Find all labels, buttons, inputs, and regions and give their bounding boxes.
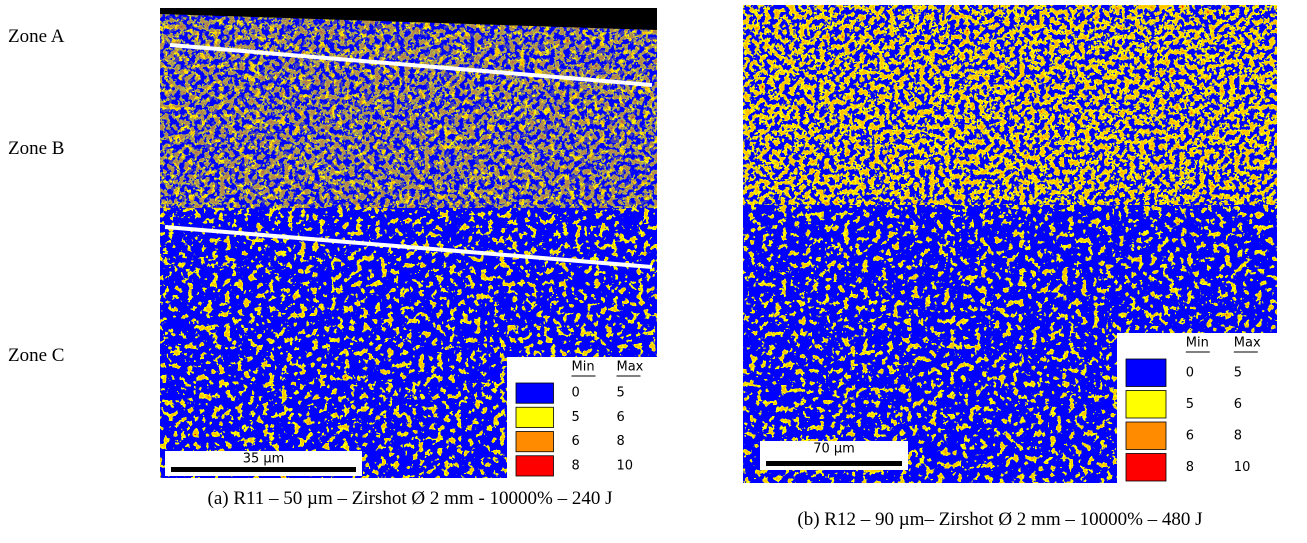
legend-max: 6 bbox=[1234, 397, 1242, 412]
legend-max: 5 bbox=[617, 386, 625, 401]
legend-header: Min bbox=[572, 360, 595, 375]
scale-bar bbox=[171, 467, 356, 472]
legend-max: 10 bbox=[1234, 460, 1251, 475]
legend-min: 6 bbox=[1186, 428, 1194, 443]
legend-swatch bbox=[1125, 390, 1167, 419]
caption: (b) R12 – 90 µm– Zirshot Ø 2 mm – 10000%… bbox=[797, 509, 1203, 530]
scale-bar-label: 70 µm bbox=[813, 442, 855, 457]
legend-swatch bbox=[515, 382, 554, 404]
legend-max: 8 bbox=[617, 434, 625, 449]
legend-swatch bbox=[515, 455, 554, 477]
legend-swatch bbox=[1125, 421, 1167, 450]
legend-max: 10 bbox=[617, 458, 634, 473]
scale-bar-label: 35 µm bbox=[243, 452, 285, 467]
legend-swatch bbox=[515, 406, 554, 428]
legend-min: 8 bbox=[1186, 460, 1194, 475]
zone-line bbox=[169, 43, 653, 87]
legend-min: 5 bbox=[572, 410, 580, 425]
legend-min: 6 bbox=[572, 434, 580, 449]
legend-swatch bbox=[1125, 453, 1167, 482]
zone-label: Zone B bbox=[8, 138, 65, 159]
zone-line bbox=[164, 225, 653, 269]
legend-max: 8 bbox=[1234, 428, 1242, 443]
zone-label: Zone C bbox=[8, 345, 65, 366]
scale-bar bbox=[766, 461, 902, 466]
legend-min: 0 bbox=[572, 386, 580, 401]
map-texture bbox=[743, 5, 1277, 205]
caption: (a) R11 – 50 µm – Zirshot Ø 2 mm - 10000… bbox=[207, 488, 613, 509]
map-edge bbox=[160, 8, 657, 30]
legend-min: 5 bbox=[1186, 397, 1194, 412]
legend-header: Max bbox=[1234, 336, 1261, 351]
legend-min: 8 bbox=[572, 458, 580, 473]
legend-header: Min bbox=[1186, 336, 1209, 351]
legend-swatch bbox=[515, 431, 554, 453]
map-texture bbox=[160, 8, 657, 208]
legend-header: Max bbox=[617, 360, 644, 375]
zone-label: Zone A bbox=[8, 26, 65, 47]
legend-min: 0 bbox=[1186, 365, 1194, 380]
legend-max: 5 bbox=[1234, 365, 1242, 380]
legend-swatch bbox=[1125, 358, 1167, 387]
legend-max: 6 bbox=[617, 410, 625, 425]
